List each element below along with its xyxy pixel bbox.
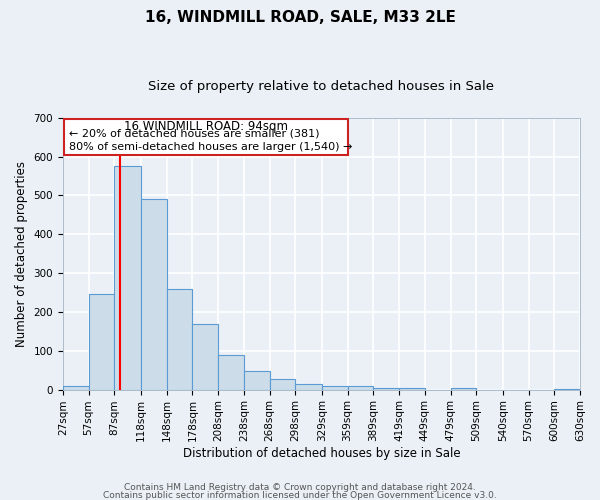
Bar (167, 290, 193, 390)
Bar (269, 379, 295, 390)
Bar (89, 294, 115, 390)
Bar (244, 372, 269, 390)
FancyBboxPatch shape (64, 118, 349, 156)
Bar (295, 384, 322, 390)
Bar (451, 388, 476, 390)
Bar (554, 389, 580, 390)
Bar (115, 166, 141, 390)
Text: Contains HM Land Registry data © Crown copyright and database right 2024.: Contains HM Land Registry data © Crown c… (124, 484, 476, 492)
Bar (218, 354, 244, 390)
Text: 16 WINDMILL ROAD: 94sqm: 16 WINDMILL ROAD: 94sqm (124, 120, 288, 133)
Text: ← 20% of detached houses are smaller (381): ← 20% of detached houses are smaller (38… (69, 128, 319, 138)
Text: 80% of semi-detached houses are larger (1,540) →: 80% of semi-detached houses are larger (… (69, 142, 352, 152)
Bar (347, 386, 373, 390)
Text: 16, WINDMILL ROAD, SALE, M33 2LE: 16, WINDMILL ROAD, SALE, M33 2LE (145, 10, 455, 25)
Text: Contains public sector information licensed under the Open Government Licence v3: Contains public sector information licen… (103, 490, 497, 500)
Bar (141, 200, 167, 390)
Bar (399, 388, 425, 390)
Bar (322, 386, 347, 390)
Title: Size of property relative to detached houses in Sale: Size of property relative to detached ho… (148, 80, 494, 93)
Bar (193, 324, 218, 390)
X-axis label: Distribution of detached houses by size in Sale: Distribution of detached houses by size … (182, 447, 460, 460)
Bar (373, 388, 399, 390)
Y-axis label: Number of detached properties: Number of detached properties (15, 160, 28, 346)
Bar (63, 386, 89, 390)
